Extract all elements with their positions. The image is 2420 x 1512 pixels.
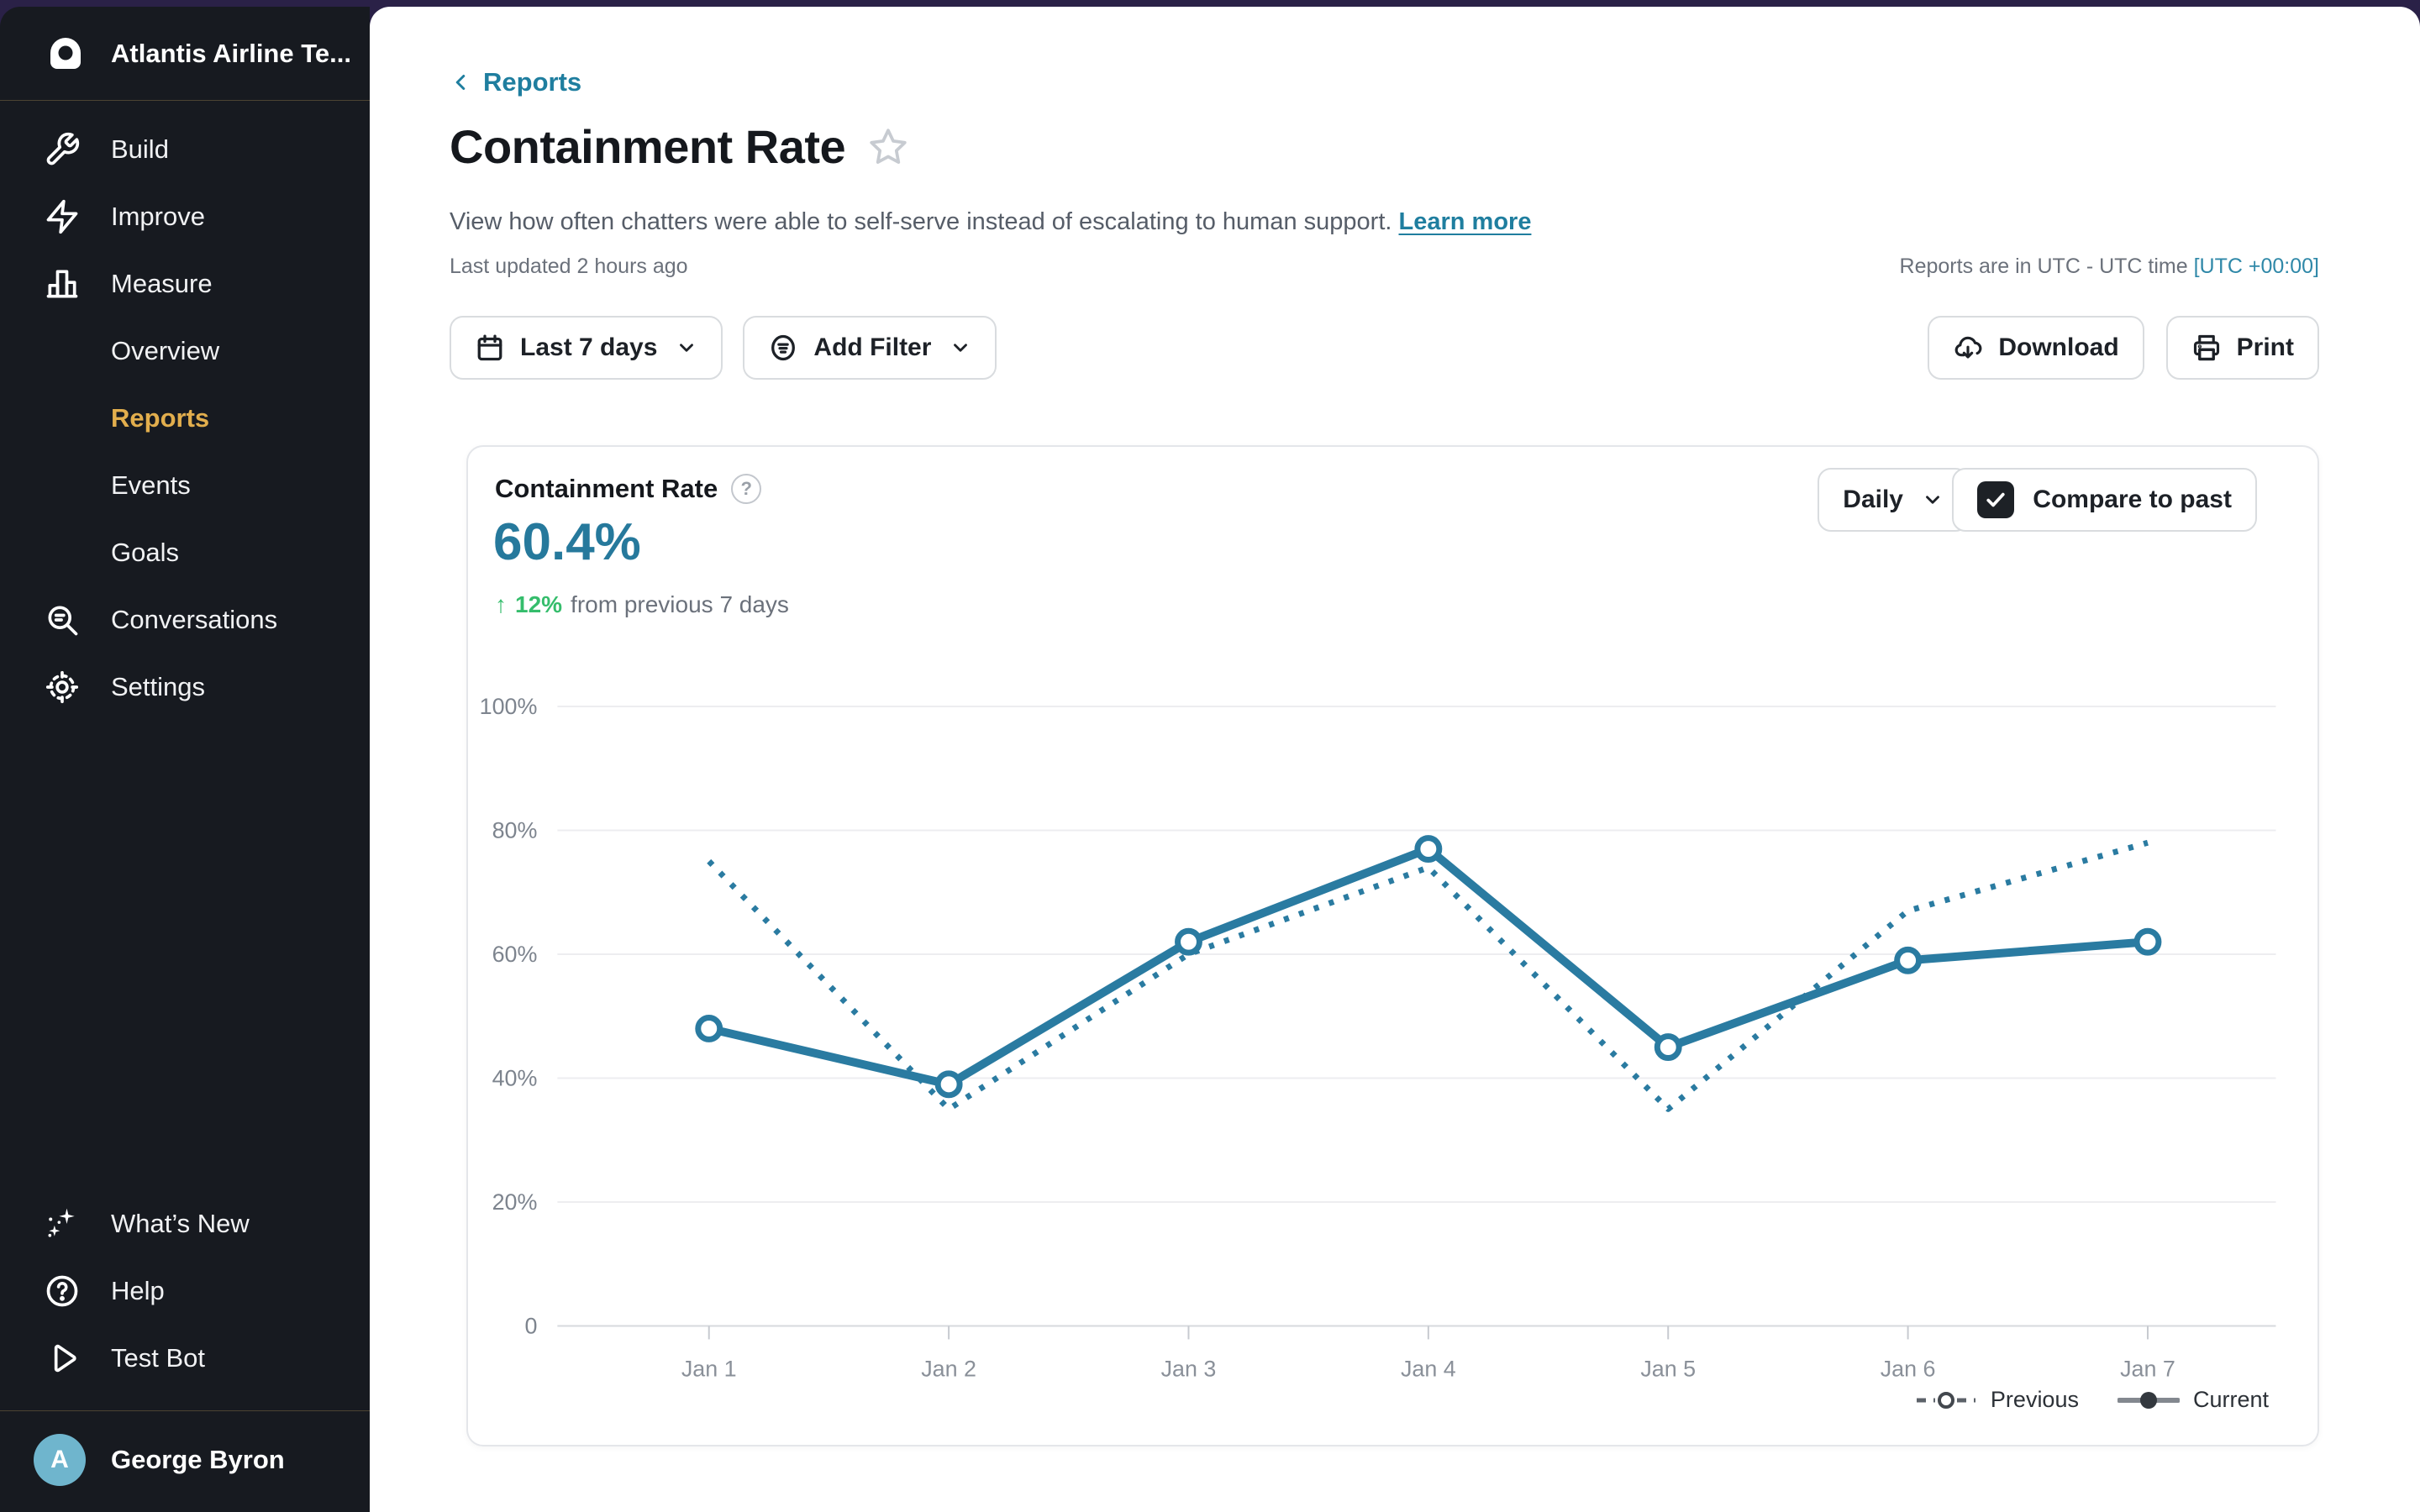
sidebar-item-label: Reports — [111, 403, 210, 433]
chevron-down-icon — [680, 344, 694, 352]
filter-icon — [771, 334, 796, 361]
print-button[interactable]: Print — [2165, 316, 2319, 380]
granularity-dropdown[interactable]: Daily — [1818, 468, 1969, 532]
play-icon — [54, 1344, 76, 1373]
download-button[interactable]: Download — [1928, 316, 2144, 380]
arrow-up-icon: ↑ — [495, 591, 507, 617]
svg-text:Jan 1: Jan 1 — [681, 1356, 737, 1381]
sparkles-icon — [48, 1208, 75, 1237]
legend-item-previous: Previous — [1915, 1387, 2079, 1413]
sidebar-item-build[interactable]: Build — [0, 116, 370, 183]
svg-text:60%: 60% — [492, 942, 538, 967]
sidebar-nav: Build Improve Measure Overview Reports E… — [0, 116, 370, 721]
chevron-down-icon — [1926, 496, 1939, 504]
sidebar-item-label: Help — [111, 1276, 165, 1305]
lightning-icon — [46, 199, 78, 234]
bar-chart-icon — [46, 270, 78, 298]
gear-icon — [45, 670, 79, 704]
date-range-button[interactable]: Last 7 days — [450, 316, 723, 380]
user-menu[interactable]: A George Byron — [0, 1411, 370, 1509]
checkbox-checked-icon[interactable] — [1977, 481, 2015, 518]
sidebar: Atlantis Airline Te... Build Improve Mea… — [0, 7, 370, 1512]
learn-more-link[interactable]: Learn more — [1398, 208, 1532, 235]
sidebar-item-whats-new[interactable]: What’s New — [0, 1190, 370, 1257]
back-to-reports-link[interactable]: Reports — [448, 67, 581, 97]
legend-item-current: Current — [2117, 1387, 2269, 1413]
svg-text:Jan 5: Jan 5 — [1640, 1356, 1696, 1381]
cloud-download-icon — [1954, 336, 1982, 359]
sidebar-item-goals[interactable]: Goals — [0, 519, 370, 586]
sidebar-item-conversations[interactable]: Conversations — [0, 586, 370, 654]
sidebar-footer: What’s New Help Test Bot A George Byron — [0, 1190, 370, 1509]
svg-text:Jan 6: Jan 6 — [1881, 1356, 1936, 1381]
sidebar-item-label: Improve — [111, 202, 205, 231]
sidebar-item-improve[interactable]: Improve — [0, 183, 370, 250]
chevron-left-icon — [455, 75, 466, 90]
sidebar-item-events[interactable]: Events — [0, 452, 370, 519]
svg-text:0: 0 — [524, 1313, 537, 1338]
help-icon[interactable]: ? — [731, 474, 762, 504]
chevron-down-icon — [954, 344, 968, 352]
printer-icon — [2193, 334, 2219, 361]
page-title: Containment Rate — [450, 120, 846, 173]
metric-delta: ↑ 12% from previous 7 days — [495, 591, 789, 618]
team-name: Atlantis Airline Te... — [111, 38, 351, 68]
compare-to-past-toggle[interactable]: Compare to past — [1952, 468, 2257, 532]
svg-text:Jan 2: Jan 2 — [921, 1356, 976, 1381]
sidebar-item-reports[interactable]: Reports — [0, 385, 370, 452]
sidebar-item-label: Events — [111, 470, 191, 500]
containment-rate-card: Containment Rate ? 60.4% ↑ 12% from prev… — [466, 445, 2319, 1446]
sidebar-item-label: Conversations — [111, 605, 278, 634]
svg-text:Jan 7: Jan 7 — [2120, 1356, 2175, 1381]
current-line-swatch-icon — [2117, 1391, 2180, 1409]
sidebar-item-help[interactable]: Help — [0, 1257, 370, 1325]
timezone-note: Reports are in UTC - UTC time [UTC +00:0… — [1899, 255, 2319, 278]
sidebar-item-label: Build — [111, 134, 169, 164]
sidebar-item-label: Goals — [111, 538, 179, 567]
sidebar-item-measure[interactable]: Measure — [0, 250, 370, 318]
add-filter-button[interactable]: Add Filter — [743, 316, 997, 380]
toolbar: Last 7 days Add Filter Download Print — [450, 316, 2319, 380]
sidebar-item-label: Measure — [111, 269, 213, 298]
previous-line-swatch-icon — [1916, 1391, 1975, 1409]
favorite-star-icon[interactable] — [867, 126, 909, 168]
svg-text:100%: 100% — [480, 694, 538, 719]
sidebar-item-test-bot[interactable]: Test Bot — [0, 1325, 370, 1392]
wrench-icon — [46, 132, 80, 165]
card-title: Containment Rate — [495, 474, 718, 503]
sidebar-header[interactable]: Atlantis Airline Te... — [0, 7, 370, 101]
ada-logo-icon — [50, 37, 81, 69]
sidebar-item-overview[interactable]: Overview — [0, 318, 370, 385]
last-updated-text: Last updated 2 hours ago — [450, 255, 688, 278]
svg-text:40%: 40% — [492, 1065, 538, 1090]
sidebar-item-label: Test Bot — [111, 1343, 205, 1373]
delta-suffix: from previous 7 days — [571, 591, 789, 617]
metric-value: 60.4% — [493, 513, 641, 571]
delta-value: 12% — [515, 591, 563, 617]
sidebar-item-settings[interactable]: Settings — [0, 654, 370, 721]
sidebar-item-label: Settings — [111, 672, 206, 701]
user-name: George Byron — [111, 1445, 285, 1474]
sidebar-divider — [0, 1410, 370, 1411]
chart-legend: Previous Current — [1915, 1387, 2269, 1413]
svg-text:Jan 3: Jan 3 — [1161, 1356, 1217, 1381]
sidebar-item-label: What’s New — [111, 1209, 250, 1238]
calendar-icon — [477, 334, 502, 361]
timezone-value[interactable]: [UTC +00:00] — [2193, 255, 2319, 278]
magnifier-icon — [48, 606, 78, 636]
svg-text:Jan 4: Jan 4 — [1401, 1356, 1456, 1381]
help-circle-icon — [46, 1275, 78, 1307]
svg-text:80%: 80% — [492, 817, 538, 843]
page-description: View how often chatters were able to sel… — [450, 208, 1532, 235]
avatar: A — [34, 1434, 86, 1486]
sidebar-item-label: Overview — [111, 336, 220, 365]
svg-text:20%: 20% — [492, 1189, 538, 1215]
main-panel: Reports Containment Rate View how often … — [370, 7, 2420, 1512]
